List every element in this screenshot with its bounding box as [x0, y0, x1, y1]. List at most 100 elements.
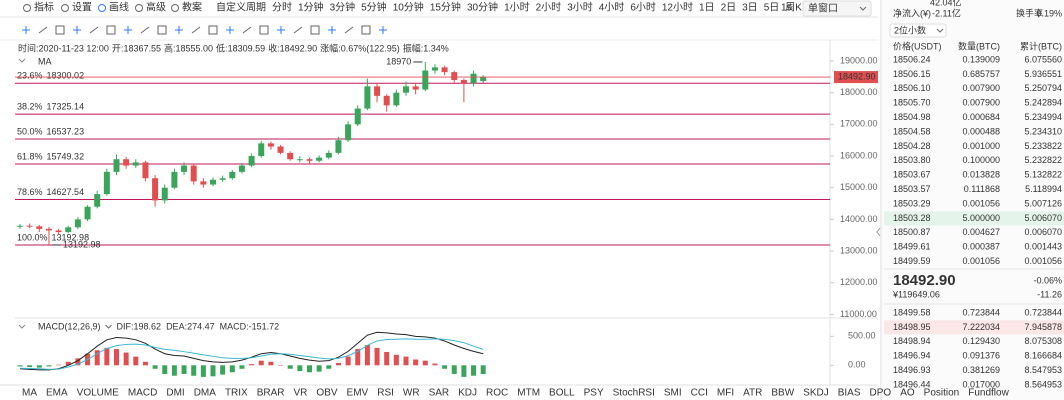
- indicator-tab[interactable]: SAR: [429, 388, 450, 399]
- tool-icon[interactable]: [89, 26, 99, 34]
- tool-icon[interactable]: [140, 26, 150, 34]
- tool-icon[interactable]: [259, 25, 269, 35]
- indicator-tab[interactable]: VR: [294, 388, 308, 399]
- indicator-tab[interactable]: MTM: [517, 388, 540, 399]
- indicator-tab[interactable]: StochRSI: [613, 388, 655, 399]
- indicator-tab[interactable]: CCI: [691, 388, 708, 399]
- candle-body: [55, 230, 62, 233]
- window-select[interactable]: [802, 0, 872, 17]
- price: 18496.94: [893, 351, 931, 361]
- indicator-tab[interactable]: BBW: [771, 388, 794, 399]
- period-button[interactable]: 1分钟: [298, 1, 324, 14]
- price: 18498.94: [893, 336, 931, 346]
- period-button[interactable]: 3分钟: [330, 1, 356, 14]
- indicator-tab[interactable]: WR: [403, 388, 420, 399]
- period-button[interactable]: 4小时: [599, 2, 625, 14]
- indicator-tab[interactable]: BRAR: [257, 388, 285, 399]
- indicator-tab[interactable]: DPO: [870, 388, 892, 399]
- indicator-tab[interactable]: VOLUME: [77, 388, 120, 399]
- period-button[interactable]: 5日: [764, 3, 780, 14]
- period-button[interactable]: 12小时: [662, 2, 693, 14]
- macd-bar: [46, 365, 52, 367]
- tool-icon[interactable]: [106, 25, 116, 35]
- indicator-tab[interactable]: ATR: [743, 388, 762, 399]
- candle-body: [364, 86, 371, 109]
- indicator-tab[interactable]: Position: [924, 388, 960, 399]
- period-button[interactable]: 周K: [785, 2, 802, 14]
- macd-bar: [229, 365, 235, 373]
- indicator-tab[interactable]: DMA: [194, 388, 217, 399]
- macd-bar: [94, 350, 100, 366]
- period-button[interactable]: 3小时: [567, 2, 593, 14]
- indicator-tab[interactable]: BIAS: [838, 388, 861, 399]
- tool-icon[interactable]: [361, 25, 371, 35]
- candle-body: [45, 228, 52, 231]
- toolbar-button[interactable]: 画线: [109, 1, 129, 14]
- macd-bar: [335, 362, 341, 366]
- indicator-tab[interactable]: PSY: [584, 388, 604, 399]
- indicator-tab[interactable]: MA: [22, 388, 37, 399]
- indicator-tab[interactable]: OBV: [316, 388, 337, 399]
- y-tick-label: 18000.00: [840, 87, 878, 97]
- indicator-tab[interactable]: MFI: [717, 388, 734, 399]
- tool-icon[interactable]: [344, 26, 354, 34]
- tool-icon[interactable]: [38, 26, 48, 34]
- indicator-tab[interactable]: SMI: [664, 388, 682, 399]
- period-button[interactable]: 3日: [742, 3, 758, 14]
- tool-icon[interactable]: [73, 26, 81, 34]
- period-button[interactable]: 30分钟: [467, 1, 498, 14]
- indicator-tab[interactable]: MACD: [128, 388, 157, 399]
- price: 18504.98: [893, 112, 931, 122]
- dropdown-arrow: [859, 6, 867, 11]
- toolbar-button[interactable]: 设置: [72, 2, 92, 14]
- tool-icon[interactable]: [55, 25, 65, 35]
- indicator-tab[interactable]: AO: [900, 388, 915, 399]
- tool-icon[interactable]: [22, 26, 30, 34]
- tool-icon[interactable]: [157, 25, 167, 35]
- toolbar-button[interactable]: 高级: [146, 1, 166, 14]
- tool-icon[interactable]: [328, 26, 336, 34]
- y-tick-label: 15000.00: [840, 182, 878, 192]
- period-button[interactable]: 2日: [721, 3, 737, 14]
- period-button[interactable]: 15分钟: [430, 1, 461, 14]
- tool-icon[interactable]: [293, 26, 303, 34]
- period-button[interactable]: 分时: [272, 2, 292, 14]
- indicator-tab[interactable]: DMI: [166, 388, 184, 399]
- tool-icon[interactable]: [191, 26, 201, 34]
- ma-label: MA: [38, 56, 52, 66]
- tool-icon[interactable]: [242, 26, 252, 34]
- period-button[interactable]: 5分钟: [361, 1, 387, 14]
- indicator-tab[interactable]: SKDJ: [803, 388, 829, 399]
- period-button[interactable]: 6小时: [630, 2, 656, 14]
- tool-icon[interactable]: [124, 26, 132, 34]
- tool-icon[interactable]: [175, 26, 183, 34]
- fib-value: 14627.54: [47, 187, 85, 197]
- indicator-tab[interactable]: KDJ: [458, 388, 477, 399]
- indicator-tab[interactable]: TRIX: [225, 388, 248, 399]
- toolbar-button[interactable]: 指标: [34, 1, 54, 14]
- indicator-tab[interactable]: BOLL: [549, 388, 575, 399]
- collapse-arrow[interactable]: [876, 227, 881, 237]
- indicator-tab[interactable]: ROC: [486, 388, 508, 399]
- indicator-tab[interactable]: EMA: [46, 388, 68, 399]
- period-button[interactable]: 10分钟: [393, 1, 424, 14]
- precision-select[interactable]: [889, 23, 947, 38]
- price: 18499.59: [893, 256, 931, 266]
- tool-icon[interactable]: [208, 25, 218, 35]
- period-button[interactable]: 自定义周期: [216, 1, 266, 14]
- indicator-tab[interactable]: Fundflow: [968, 388, 1009, 399]
- period-button[interactable]: 2小时: [536, 2, 562, 14]
- info-label: 收:: [268, 42, 280, 53]
- tool-icon[interactable]: [277, 26, 285, 34]
- speed-button[interactable]: 1s: [781, 3, 792, 14]
- toolbar-button[interactable]: 教案: [182, 1, 202, 14]
- indicator-tab[interactable]: RSI: [377, 388, 394, 399]
- period-button[interactable]: 1日: [699, 3, 715, 14]
- indicator-tab[interactable]: EMV: [347, 388, 369, 399]
- tool-icon[interactable]: [310, 25, 320, 35]
- period-button[interactable]: 1小时: [504, 2, 530, 14]
- y-tick-label: 12000.00: [840, 277, 878, 287]
- amount: 0.007900: [962, 98, 1000, 108]
- tool-icon[interactable]: [226, 26, 234, 34]
- tool-icon[interactable]: [379, 26, 387, 34]
